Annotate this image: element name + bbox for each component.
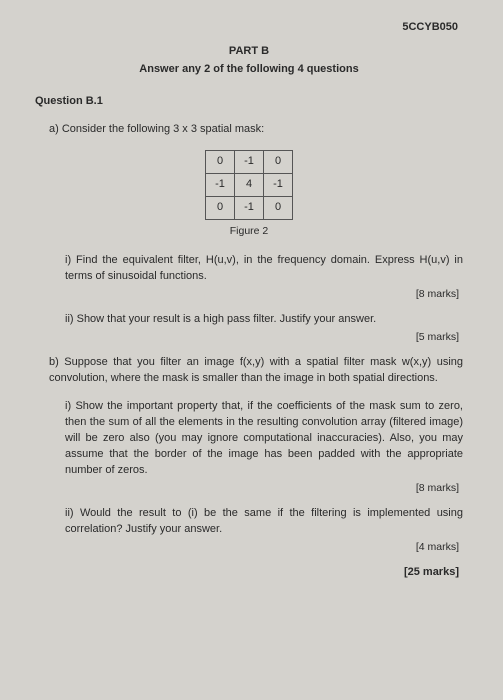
cell-2-2: 0: [264, 196, 293, 219]
part-a-text: a) Consider the following 3 x 3 spatial …: [49, 122, 463, 138]
cell-0-0: 0: [206, 150, 235, 173]
cell-2-1: -1: [235, 196, 264, 219]
part-b-ii-marks: [4 marks]: [35, 540, 463, 555]
cell-2-0: 0: [206, 196, 235, 219]
part-a-i: i) Find the equivalent filter, H(u,v), i…: [65, 253, 463, 285]
cell-0-1: -1: [235, 150, 264, 173]
part-b-ii: ii) Would the result to (i) be the same …: [65, 506, 463, 538]
total-marks: [25 marks]: [35, 565, 463, 581]
cell-1-0: -1: [206, 173, 235, 196]
part-a-ii: ii) Show that your result is a high pass…: [65, 312, 463, 328]
matrix-container: 0 -1 0 -1 4 -1 0 -1 0: [35, 150, 463, 220]
exam-page: 5CCYB050 PART B Answer any 2 of the foll…: [0, 0, 503, 700]
part-label: PART B: [35, 44, 463, 60]
part-a-ii-marks: [5 marks]: [35, 330, 463, 345]
course-code: 5CCYB050: [35, 20, 463, 36]
part-a-i-marks: [8 marks]: [35, 287, 463, 302]
cell-1-2: -1: [264, 173, 293, 196]
part-b-i: i) Show the important property that, if …: [65, 399, 463, 479]
spatial-mask-table: 0 -1 0 -1 4 -1 0 -1 0: [205, 150, 293, 220]
figure-caption: Figure 2: [35, 224, 463, 239]
part-b-text: b) Suppose that you filter an image f(x,…: [49, 355, 463, 387]
part-b-i-marks: [8 marks]: [35, 481, 463, 496]
instruction: Answer any 2 of the following 4 question…: [35, 62, 463, 78]
cell-1-1: 4: [235, 173, 264, 196]
cell-0-2: 0: [264, 150, 293, 173]
question-label: Question B.1: [35, 94, 463, 110]
